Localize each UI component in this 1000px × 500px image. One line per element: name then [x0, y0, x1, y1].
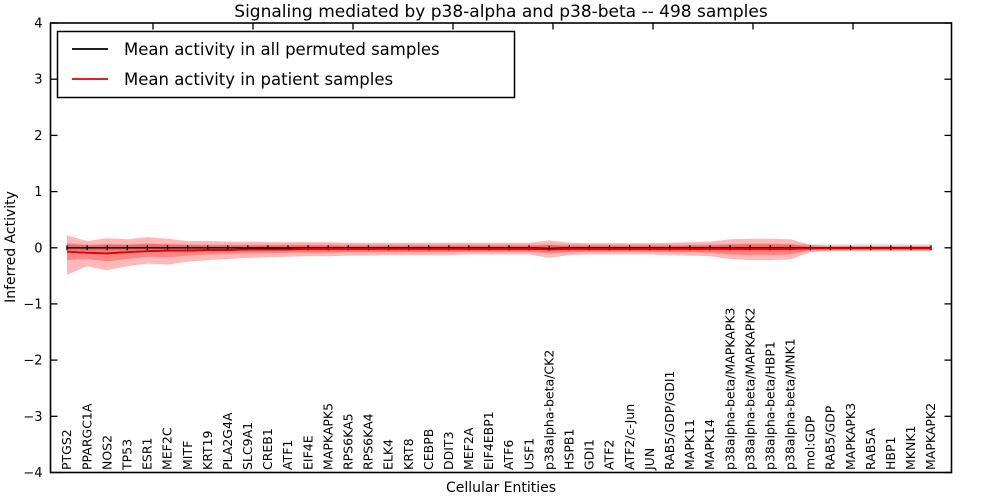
category-label: MAPKAPK3 [843, 403, 858, 470]
y-tick-label: −2 [23, 354, 42, 369]
category-label: p38alpha-beta/MNK1 [783, 338, 798, 470]
band-patient-outer [67, 235, 931, 275]
category-label: p38alpha-beta/MAPKAPK2 [742, 308, 757, 471]
category-label: MAPK14 [702, 419, 717, 470]
y-tick-label: 4 [34, 17, 42, 32]
category-label: NOS2 [99, 435, 114, 470]
y-tick-label: 1 [34, 185, 42, 200]
category-label: CREB1 [260, 428, 275, 470]
category-label: MEF2C [160, 427, 175, 470]
category-label: USF1 [521, 438, 536, 470]
category-label: ATF1 [280, 440, 295, 470]
x-axis-label: Cellular Entities [446, 480, 556, 496]
category-label: p38alpha-beta/HBP1 [763, 341, 778, 470]
y-axis-label: Inferred Activity [3, 191, 19, 303]
category-label: PTGS2 [59, 429, 74, 470]
category-label: ATF2/c-Jun [622, 404, 637, 470]
category-label: MKNK1 [903, 426, 918, 470]
category-label: TP53 [120, 439, 135, 471]
category-label: MITF [180, 441, 195, 470]
category-label: HBP1 [883, 437, 898, 470]
category-label: MAPK11 [682, 419, 697, 470]
y-tick-label: 3 [34, 73, 42, 88]
legend: Mean activity in all permuted samples Me… [56, 30, 516, 99]
category-label: HSPB1 [562, 429, 577, 470]
category-label: p38alpha-beta/CK2 [541, 350, 556, 470]
category-label: RAB5A [863, 428, 878, 470]
series-line-patient-top [66, 247, 931, 255]
category-label: DDIT3 [441, 431, 456, 470]
category-label: RAB5/GDP/GDI1 [662, 371, 677, 470]
y-tick-label: −1 [23, 297, 42, 312]
legend-label-permuted: Mean activity in all permuted samples [124, 40, 440, 59]
category-label: RAB5/GDP [823, 405, 838, 470]
category-label: MAPKAPK5 [320, 403, 335, 470]
category-label: CEBPB [421, 429, 436, 470]
ticks-layer: −4 −3 −2 −1 0 1 2 3 4 [23, 17, 952, 481]
category-label: KRT8 [401, 438, 416, 470]
category-label: EIF4EBP1 [481, 411, 496, 470]
category-labels-layer: PTGS2 PPARGC1A NOS2 TP53 ESR1 MEF2C MITF KRT19 P… [59, 308, 938, 472]
category-label: JUN [642, 448, 657, 471]
y-tick-label: 2 [34, 129, 42, 144]
category-label: ELK4 [381, 439, 396, 470]
category-label: MEF2A [461, 427, 476, 470]
chart-title: Signaling mediated by p38-alpha and p38-… [234, 2, 768, 22]
category-label: p38alpha-beta/MAPKAPK3 [722, 308, 737, 471]
y-tick-label: −3 [23, 410, 42, 425]
category-label: MAPKAPK2 [923, 403, 938, 470]
category-label: ATF6 [501, 440, 516, 470]
legend-label-patient: Mean activity in patient samples [124, 70, 393, 89]
bands-layer [67, 235, 931, 275]
legend-box [56, 30, 516, 99]
category-label: RPS6KA4 [361, 413, 376, 470]
category-label: PPARGC1A [79, 403, 94, 470]
y-tick-label: −4 [23, 466, 42, 481]
category-label: KRT19 [200, 430, 215, 470]
series-layer [66, 245, 932, 255]
category-label: GDI1 [582, 439, 597, 470]
category-label: EIF4E [300, 435, 315, 470]
category-label: ATF2 [602, 440, 617, 470]
category-label: RPS6KA5 [341, 413, 356, 470]
y-tick-label: 0 [34, 241, 42, 256]
series-line-permuted [67, 247, 931, 249]
category-label: SLC9A1 [240, 422, 255, 470]
category-label: mol:GDP [803, 415, 818, 470]
category-label: ESR1 [140, 438, 155, 470]
category-label: PLA2G4A [220, 412, 235, 470]
